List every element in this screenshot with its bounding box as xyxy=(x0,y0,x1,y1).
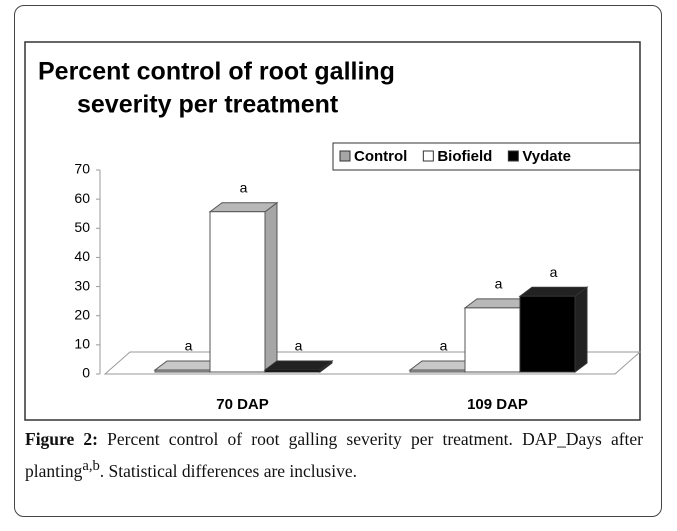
bar-top xyxy=(263,360,334,371)
y-tick-label: 40 xyxy=(74,248,90,264)
bar-label: a xyxy=(185,338,193,354)
bar xyxy=(154,369,211,373)
bar-top xyxy=(208,202,279,213)
y-tick-label: 0 xyxy=(82,365,90,381)
bar-label: a xyxy=(295,338,303,354)
bar-label: a xyxy=(440,338,448,354)
y-tick-label: 30 xyxy=(74,277,90,293)
bar-side xyxy=(264,201,278,373)
legend-box xyxy=(332,142,641,171)
legend-swatch xyxy=(339,150,351,162)
legend-swatch xyxy=(507,150,519,162)
caption-text: Percent control of root galling severity… xyxy=(25,429,644,481)
legend-swatch xyxy=(422,150,434,162)
figure-frame xyxy=(14,5,662,517)
bar xyxy=(464,307,521,373)
bar-label: a xyxy=(550,264,558,280)
x-tick-label: 109 DAP xyxy=(467,396,528,413)
bar xyxy=(409,369,466,373)
y-tick-label: 70 xyxy=(74,161,90,177)
caption-text: . Statistical differences are inclusive. xyxy=(99,460,357,481)
legend-label: Control xyxy=(354,148,407,165)
y-tick-label: 10 xyxy=(74,336,90,352)
bar-label: a xyxy=(495,276,503,292)
caption-label: Figure 2: xyxy=(25,429,98,449)
legend-label: Biofield xyxy=(437,148,492,165)
y-tick-label: 60 xyxy=(74,190,90,206)
y-tick-label: 20 xyxy=(74,306,90,322)
bar xyxy=(209,211,266,373)
chart-title: Percent control of root galling xyxy=(38,58,395,86)
bar-label: a xyxy=(240,179,248,195)
caption-superscript: a,b xyxy=(82,458,100,474)
bar-top xyxy=(518,286,589,297)
bar xyxy=(264,369,321,373)
x-tick-label: 70 DAP xyxy=(216,396,269,413)
bar xyxy=(519,295,576,373)
chart-title: severity per treatment xyxy=(77,91,339,119)
bar-side xyxy=(574,286,588,373)
caption: Figure 2: Percent control of root gallin… xyxy=(25,426,643,485)
y-tick-label: 50 xyxy=(74,219,90,235)
legend-label: Vydate xyxy=(522,148,571,165)
